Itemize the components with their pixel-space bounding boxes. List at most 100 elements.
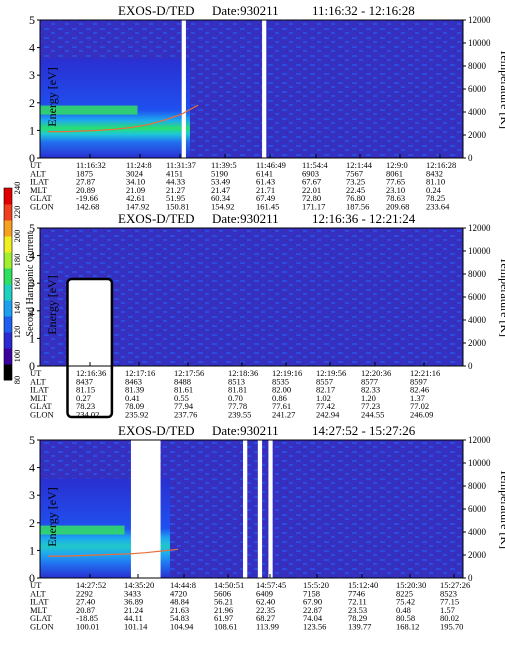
energy-peak — [40, 105, 138, 115]
y-axis-label: Energy [eV] — [45, 487, 59, 546]
table-cell: 209.68 — [386, 202, 409, 212]
y-tick-label: 0 — [29, 359, 35, 373]
table-cell: 113.99 — [256, 622, 279, 632]
row-label: ALT — [30, 376, 47, 386]
y2-tick-label: 4000 — [468, 527, 487, 537]
y-tick-label: 1 — [29, 331, 35, 345]
panel-3: EXOS-D/TED Date:930211 14:27:52 - 15:27:26… — [29, 423, 505, 632]
table-cell: 21.27 — [166, 185, 185, 195]
panel-time-range: 14:27:52 - 15:27:26 — [312, 423, 416, 438]
y2-tick-label: 6000 — [468, 84, 487, 94]
table-cell: 123.56 — [303, 622, 326, 632]
colorbar-tick-label: 220 — [12, 206, 22, 219]
table-cell: 20.87 — [76, 605, 95, 615]
panel-time-range: 12:16:36 - 12:21:24 — [312, 211, 416, 226]
table-cell: 4720 — [170, 588, 187, 598]
y-tick-label: 0 — [29, 151, 35, 165]
table-cell: -19.66 — [76, 193, 98, 203]
table-cell: 161.45 — [256, 202, 279, 212]
data-gap — [181, 20, 186, 158]
table-cell: 67.49 — [256, 193, 275, 203]
table-cell: 21.71 — [256, 185, 275, 195]
table-cell: 23.10 — [386, 185, 405, 195]
y2-tick-label: 8000 — [468, 481, 487, 491]
colorbar-label: Second Harmonic Current — [25, 231, 36, 336]
table-cell: 53.49 — [211, 177, 230, 187]
colorbar-segment — [4, 204, 12, 221]
y2-axis-label: Temperature [K] — [498, 49, 505, 129]
row-label: UT — [30, 160, 42, 170]
table-cell: 168.12 — [396, 622, 419, 632]
row-label: ILAT — [30, 177, 49, 187]
y2-tick-label: 0 — [468, 361, 473, 371]
table-cell: 74.04 — [303, 613, 323, 623]
panel-title: EXOS-D/TED — [118, 423, 195, 438]
y-tick-label: 1 — [29, 543, 35, 557]
y-axis-label: Energy [eV] — [45, 275, 59, 334]
table-cell: 8061 — [386, 168, 403, 178]
table-cell: 7158 — [303, 588, 320, 598]
table-cell: 77.15 — [440, 597, 459, 607]
data-gap — [243, 440, 248, 578]
x-tick-label: 11:39:5 — [211, 160, 237, 170]
table-cell: 187.56 — [346, 202, 369, 212]
table-cell: 67.67 — [302, 177, 321, 187]
table-cell: 80.58 — [396, 613, 415, 623]
temperature-trace — [48, 104, 199, 133]
row-label: GLAT — [30, 193, 53, 203]
colorbar-tick-label: 200 — [12, 230, 22, 243]
row-label: ALT — [30, 168, 47, 178]
y-tick-label: 1 — [29, 123, 35, 137]
y2-tick-label: 6000 — [468, 504, 487, 514]
y-tick-label: 3 — [29, 68, 35, 82]
table-cell: 77.23 — [361, 401, 380, 411]
table-cell: 1.57 — [440, 605, 455, 615]
x-tick-label: 12:17:16 — [125, 368, 155, 378]
colorbar-tick-label: 180 — [12, 254, 22, 267]
x-tick-label: 15:5:20 — [303, 580, 329, 590]
colorbar-segment — [4, 236, 12, 253]
colorbar-segment — [4, 220, 12, 237]
table-cell: 147.92 — [126, 202, 149, 212]
table-cell: 3433 — [124, 588, 141, 598]
table-cell: 81.15 — [76, 385, 95, 395]
table-cell: 82.00 — [272, 385, 291, 395]
y-tick-label: 2 — [29, 304, 35, 318]
y2-tick-label: 8000 — [468, 61, 487, 71]
table-cell: 34.10 — [126, 177, 145, 187]
table-cell: 73.25 — [346, 177, 365, 187]
energy-peak — [40, 525, 125, 535]
table-cell: 8577 — [361, 376, 378, 386]
data-gap — [257, 440, 263, 578]
y-tick-label: 2 — [29, 96, 35, 110]
table-cell: 154.92 — [211, 202, 234, 212]
table-cell: 80.02 — [440, 613, 459, 623]
y-tick-label: 4 — [29, 461, 35, 475]
x-tick-label: 11:46:49 — [256, 160, 286, 170]
row-label: ILAT — [30, 385, 49, 395]
x-tick-label: 15:20:30 — [396, 580, 426, 590]
colorbar-tick-label: 140 — [12, 302, 22, 315]
y2-tick-label: 10000 — [468, 246, 491, 256]
x-tick-label: 12:16:28 — [426, 160, 456, 170]
table-cell: 21.47 — [211, 185, 230, 195]
x-tick-label: 12:1:44 — [346, 160, 373, 170]
y-tick-label: 3 — [29, 276, 35, 290]
y2-tick-label: 2000 — [468, 338, 487, 348]
table-cell: -18.85 — [76, 613, 98, 623]
table-cell: 77.78 — [228, 401, 247, 411]
x-tick-label: 14:44:8 — [170, 580, 196, 590]
colorbar-segment — [4, 348, 12, 365]
table-cell: 48.84 — [170, 597, 190, 607]
x-tick-label: 14:57:45 — [256, 580, 286, 590]
table-cell: 82.33 — [361, 385, 380, 395]
table-cell: 0.24 — [426, 185, 442, 195]
data-gap — [130, 440, 161, 578]
table-cell: 108.61 — [214, 622, 237, 632]
x-tick-label: 12:17:56 — [174, 368, 204, 378]
row-label: GLON — [30, 202, 54, 212]
table-cell: 150.81 — [166, 202, 189, 212]
panel-date: Date:930211 — [212, 211, 279, 226]
table-cell: 4151 — [166, 168, 183, 178]
table-cell: 51.95 — [166, 193, 185, 203]
